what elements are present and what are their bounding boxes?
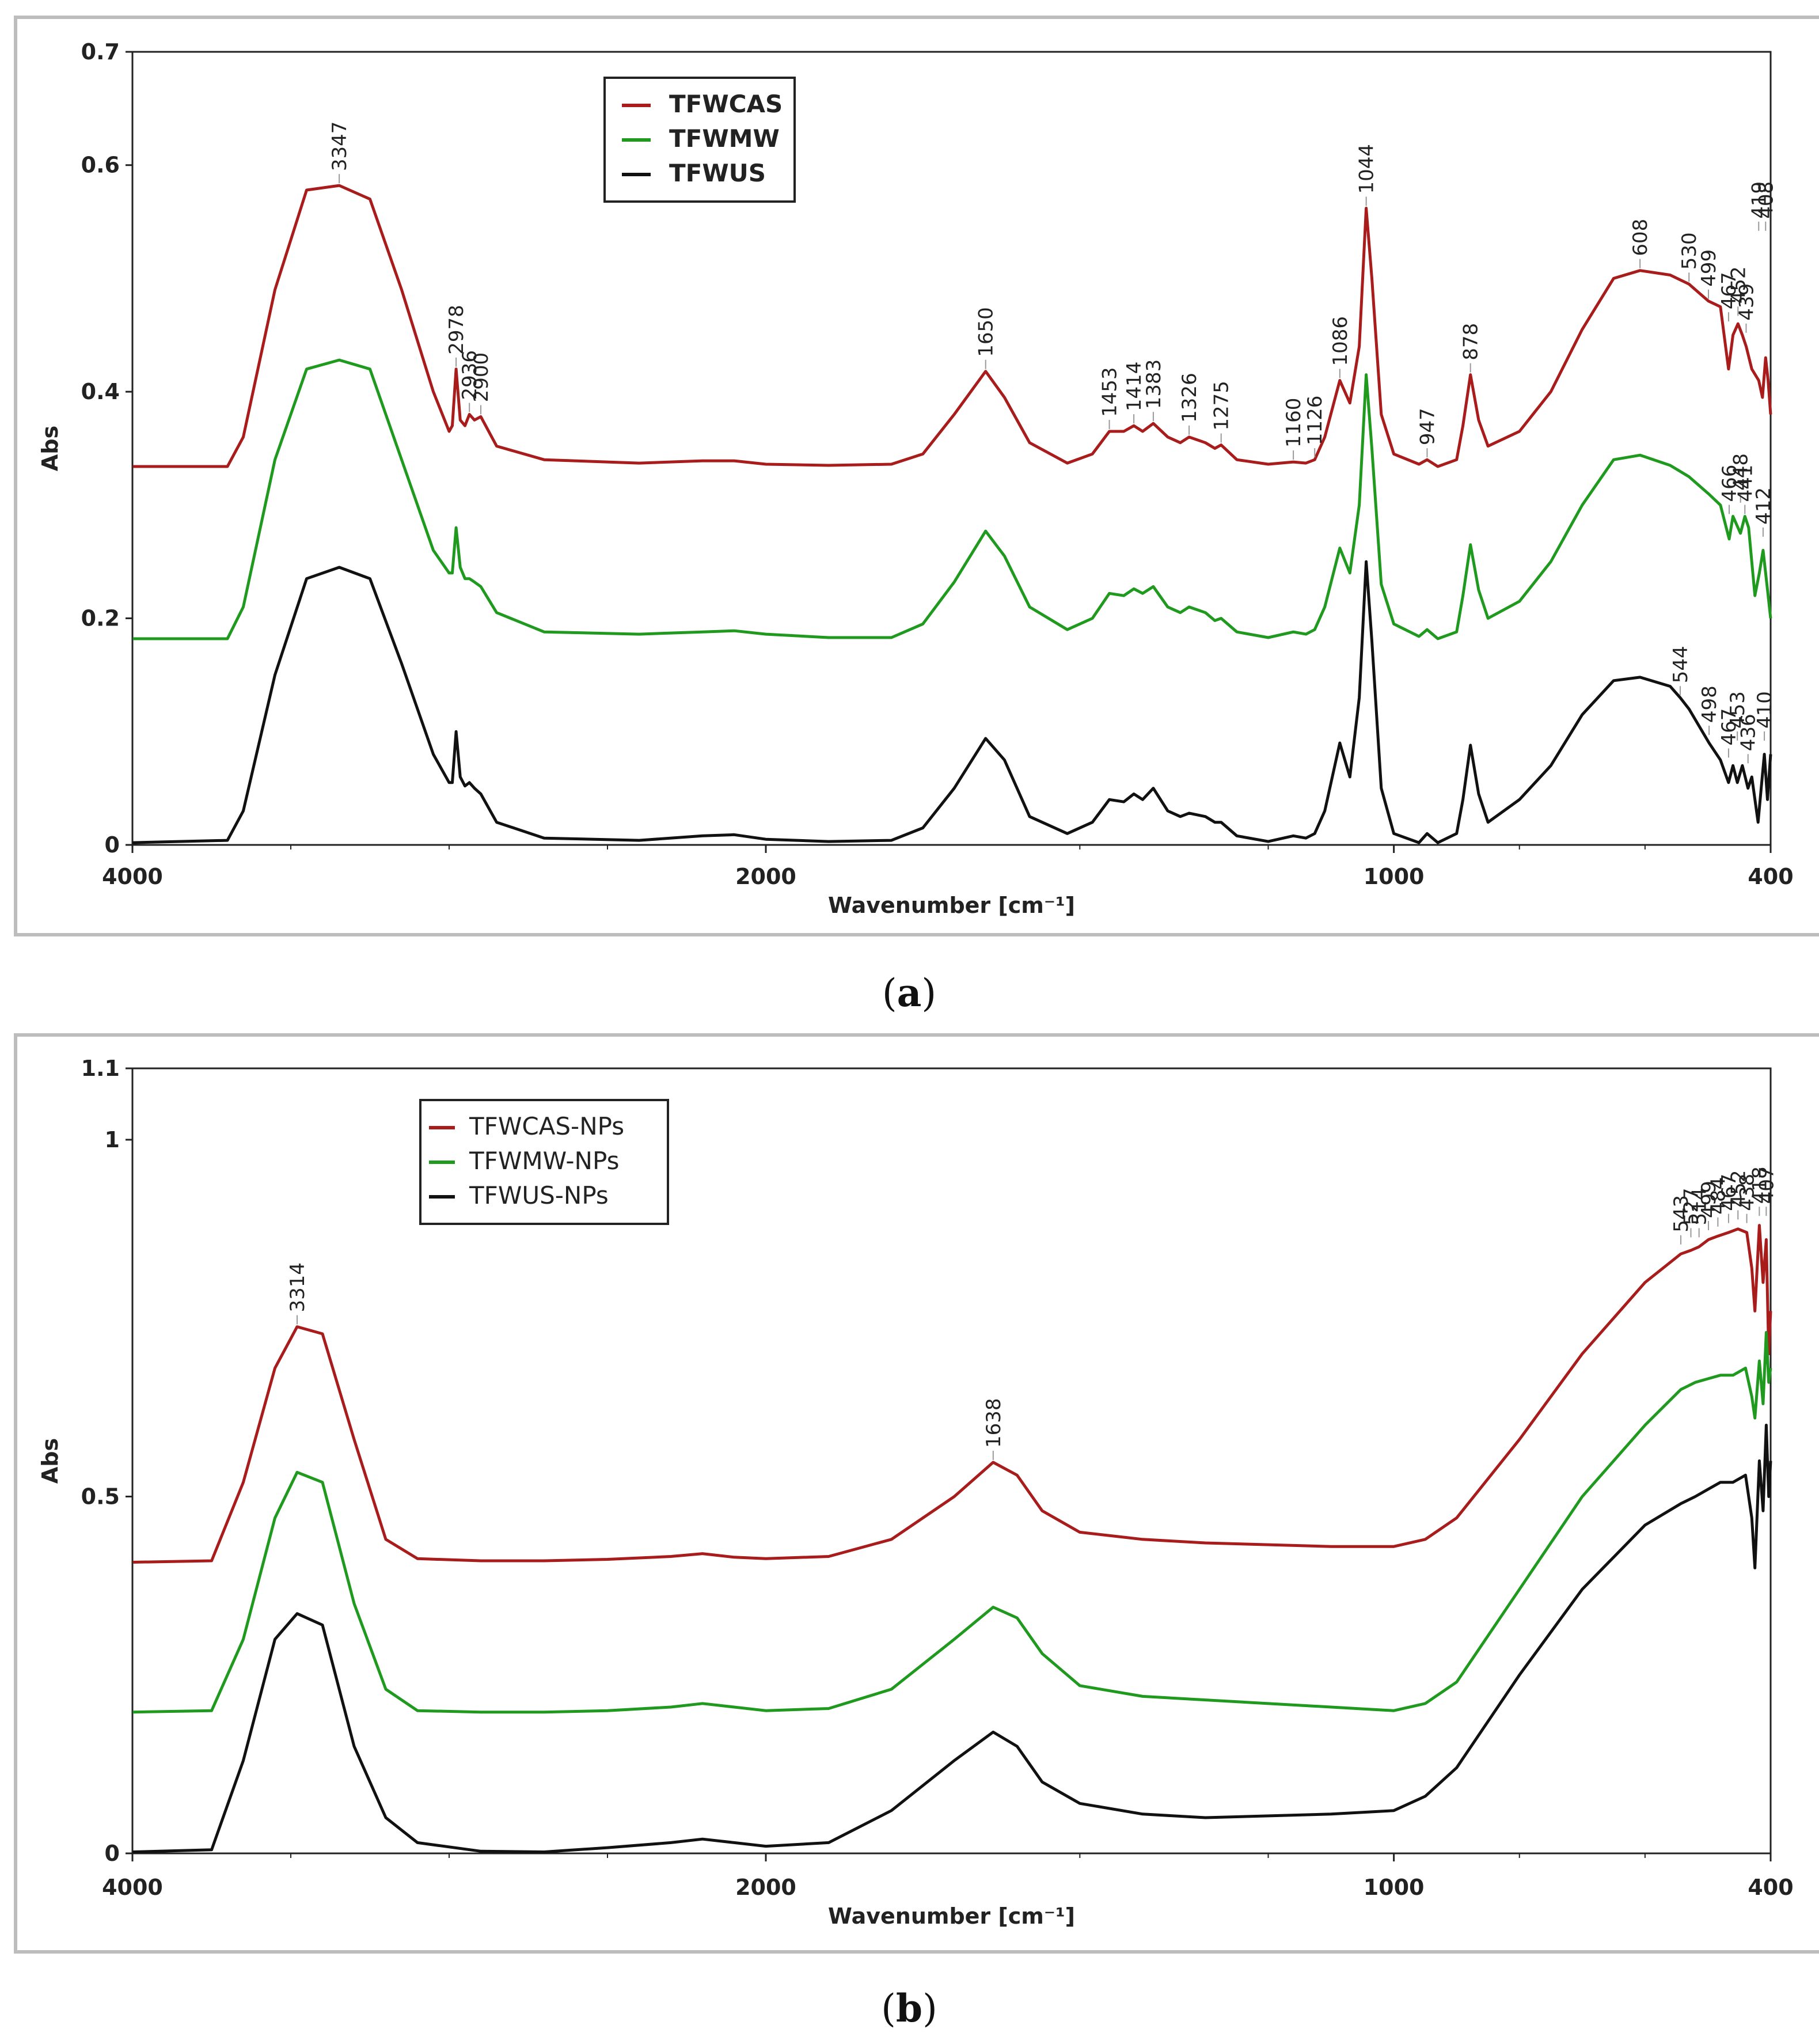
x-axis-label: Wavenumber [cm⁻¹]: [828, 893, 1075, 918]
peak-label: 2936: [458, 350, 481, 400]
peak-label: 1383: [1142, 359, 1165, 409]
series-line-tfwcas-nps: [132, 1224, 1772, 1564]
y-tick-label: 0.4: [81, 379, 120, 404]
series-line-tfwcas: [132, 184, 1772, 468]
peak-label: 878: [1460, 323, 1483, 361]
peak-label: 544: [1669, 646, 1692, 683]
panel-b-caption: (b): [881, 1986, 937, 2031]
x-tick-label: 400: [1748, 864, 1793, 889]
peak-label: 452: [1727, 1170, 1750, 1207]
peak-label: 441: [1734, 465, 1757, 502]
peak-label: 1453: [1099, 367, 1122, 417]
peak-label: 543: [1670, 1195, 1693, 1233]
legend-entry: TFWCAS-NPs: [469, 1112, 624, 1140]
y-tick-label: 0.2: [81, 606, 120, 631]
series-line-tfwmw: [132, 358, 1772, 640]
series-line-tfwus-nps: [132, 1424, 1772, 1853]
peak-label: 499: [1698, 1181, 1721, 1218]
x-tick-label: 2000: [735, 864, 796, 889]
peak-label: 499: [1698, 249, 1721, 287]
peak-label: 448: [1730, 453, 1753, 491]
peak-label: 452: [1727, 266, 1750, 304]
series-line-tfwmw-nps: [132, 1331, 1772, 1714]
peak-label: 2900: [470, 352, 493, 403]
series-line-tfwus: [132, 560, 1772, 844]
x-tick-label: 400: [1748, 1875, 1793, 1900]
peak-label: 1326: [1178, 373, 1201, 423]
y-tick-label: 0.5: [81, 1484, 120, 1509]
panel-b-border: [14, 1033, 1819, 1954]
peak-label: 514: [1688, 1188, 1711, 1225]
peak-label: 467: [1718, 1174, 1741, 1211]
peak-label: 408: [1755, 181, 1778, 219]
panel-a-caption: (a): [882, 970, 936, 1015]
legend-entry: TFWMW: [669, 124, 780, 153]
peak-label: 947: [1416, 408, 1439, 445]
peak-label: 1638: [982, 1398, 1005, 1448]
legend-entry: TFWUS: [669, 159, 766, 187]
peak-label: 608: [1629, 219, 1652, 256]
plot-frame: [131, 1067, 1772, 1855]
peak-label: 3314: [286, 1262, 309, 1313]
peak-label: 412: [1752, 487, 1775, 525]
peak-label: 1044: [1355, 144, 1379, 194]
peak-label: 436: [1737, 714, 1760, 751]
peak-label: 1275: [1210, 381, 1233, 431]
peak-label: 1086: [1329, 316, 1352, 366]
legend-entry: TFWCAS: [669, 90, 783, 118]
peak-label: 410: [1753, 691, 1776, 729]
peak-label: 1126: [1304, 396, 1327, 446]
peak-label: 418: [1748, 1166, 1771, 1204]
panel-a-border: [14, 16, 1819, 936]
legend-box: [603, 77, 796, 203]
peak-label: 527: [1680, 1188, 1703, 1225]
peak-label: 484: [1707, 1177, 1730, 1215]
y-tick-label: 0: [105, 1841, 120, 1866]
legend-box: [419, 1099, 669, 1225]
x-tick-label: 1000: [1364, 864, 1425, 889]
plot-frame: [131, 51, 1772, 846]
x-tick-label: 2000: [735, 1875, 796, 1900]
peak-label: 530: [1678, 232, 1701, 270]
peak-label: 1414: [1123, 362, 1146, 412]
legend-entry: TFWMW-NPs: [469, 1147, 619, 1175]
peak-label: 2978: [445, 305, 468, 355]
y-tick-label: 0: [105, 832, 120, 858]
peak-label: 439: [1735, 283, 1758, 321]
x-axis-label: Wavenumber [cm⁻¹]: [828, 1903, 1075, 1929]
peak-label: 467: [1718, 272, 1741, 309]
y-tick-label: 1.1: [81, 1056, 120, 1081]
peak-label: 3347: [328, 122, 351, 172]
x-tick-label: 4000: [102, 864, 163, 889]
peak-label: 407: [1755, 1166, 1778, 1204]
peak-label: 419: [1748, 181, 1771, 219]
peak-label: 453: [1726, 691, 1749, 729]
y-tick-label: 0.6: [81, 153, 120, 178]
peak-label: 1650: [975, 307, 998, 357]
y-axis-label: Abs: [37, 426, 63, 471]
legend-entry: TFWUS-NPs: [469, 1181, 609, 1209]
peak-label: 1160: [1282, 398, 1305, 448]
y-tick-label: 1: [105, 1127, 120, 1152]
x-tick-label: 1000: [1364, 1875, 1425, 1900]
peak-label: 466: [1718, 465, 1741, 502]
peak-label: 438: [1736, 1174, 1759, 1211]
y-tick-label: 0.7: [81, 39, 120, 65]
y-axis-label: Abs: [37, 1438, 63, 1484]
x-tick-label: 4000: [102, 1875, 163, 1900]
peak-label: 498: [1698, 685, 1721, 723]
